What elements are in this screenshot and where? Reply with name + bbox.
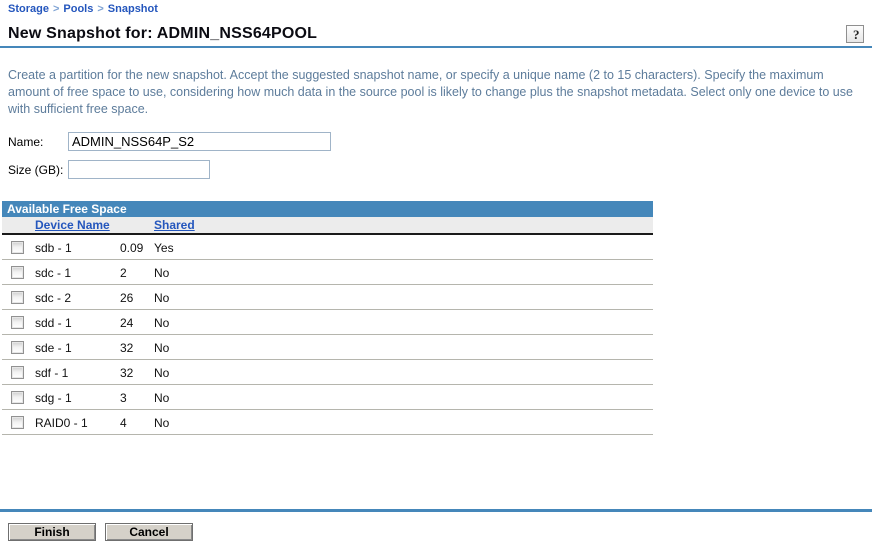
device-shared-cell: No (154, 415, 170, 430)
column-header-device-name[interactable]: Device Name (35, 218, 110, 232)
device-shared-cell: No (154, 390, 170, 405)
table-row: sdb - 1 0.09 Yes (2, 236, 653, 260)
device-shared-cell: No (154, 315, 170, 330)
device-size-cell: 26 (120, 290, 134, 305)
table-column-headers: Device Name Shared (2, 217, 653, 235)
table-title: Available Free Space (2, 201, 653, 217)
instructions-text: Create a partition for the new snapshot.… (8, 68, 853, 116)
device-name-cell: sdc - 1 (35, 265, 72, 280)
bottom-divider (0, 509, 872, 512)
breadcrumb-link-storage[interactable]: Storage (8, 3, 49, 15)
breadcrumb-separator: > (97, 3, 104, 15)
device-size-cell: 3 (120, 390, 127, 405)
table-row: sdc - 1 2 No (2, 261, 653, 285)
breadcrumb: Storage > Pools > Snapshot (8, 3, 158, 15)
table-row: sdc - 2 26 No (2, 286, 653, 310)
breadcrumb-separator: > (52, 3, 60, 15)
table-row: sde - 1 32 No (2, 336, 653, 360)
device-checkbox[interactable] (11, 416, 24, 429)
breadcrumb-link-pools[interactable]: Pools (63, 3, 94, 15)
cancel-button[interactable]: Cancel (105, 523, 193, 541)
device-checkbox[interactable] (11, 266, 24, 279)
snapshot-size-input[interactable] (68, 160, 210, 179)
device-name-cell: RAID0 - 1 (35, 415, 88, 430)
device-name-cell: sdd - 1 (35, 315, 72, 330)
help-button[interactable]: ? (846, 25, 864, 43)
device-shared-cell: No (154, 265, 170, 280)
finish-button[interactable]: Finish (8, 523, 96, 541)
device-shared-cell: No (154, 340, 170, 355)
device-checkbox[interactable] (11, 366, 24, 379)
device-checkbox[interactable] (11, 241, 24, 254)
name-label: Name: (8, 134, 44, 149)
device-checkbox[interactable] (11, 341, 24, 354)
table-row: sdd - 1 24 No (2, 311, 653, 335)
size-label: Size (GB): (8, 162, 64, 177)
page-title: New Snapshot for: ADMIN_NSS64POOL (8, 25, 318, 42)
table-row: sdg - 1 3 No (2, 386, 653, 410)
device-size-cell: 32 (120, 365, 134, 380)
device-shared-cell: Yes (154, 240, 174, 255)
device-checkbox[interactable] (11, 391, 24, 404)
breadcrumb-link-snapshot[interactable]: Snapshot (107, 3, 158, 15)
size-field-row: Size (GB): (8, 160, 210, 179)
table-row: sdf - 1 32 No (2, 361, 653, 385)
device-name-cell: sdc - 2 (35, 290, 72, 305)
device-name-cell: sde - 1 (35, 340, 72, 355)
title-divider (0, 46, 872, 48)
device-size-cell: 0.09 (120, 240, 144, 255)
device-shared-cell: No (154, 290, 170, 305)
snapshot-name-input[interactable] (68, 132, 331, 151)
button-bar: Finish Cancel (8, 523, 193, 541)
device-name-cell: sdf - 1 (35, 365, 69, 380)
table-row: RAID0 - 1 4 No (2, 411, 653, 435)
device-size-cell: 4 (120, 415, 127, 430)
device-size-cell: 2 (120, 265, 127, 280)
device-checkbox[interactable] (11, 316, 24, 329)
device-size-cell: 32 (120, 340, 134, 355)
device-name-cell: sdg - 1 (35, 390, 72, 405)
device-size-cell: 24 (120, 315, 134, 330)
name-field-row: Name: (8, 132, 331, 151)
available-free-space-table: Available Free Space Device Name Shared … (2, 201, 653, 435)
device-checkbox[interactable] (11, 291, 24, 304)
device-name-cell: sdb - 1 (35, 240, 72, 255)
device-shared-cell: No (154, 365, 170, 380)
column-header-shared[interactable]: Shared (154, 218, 195, 232)
